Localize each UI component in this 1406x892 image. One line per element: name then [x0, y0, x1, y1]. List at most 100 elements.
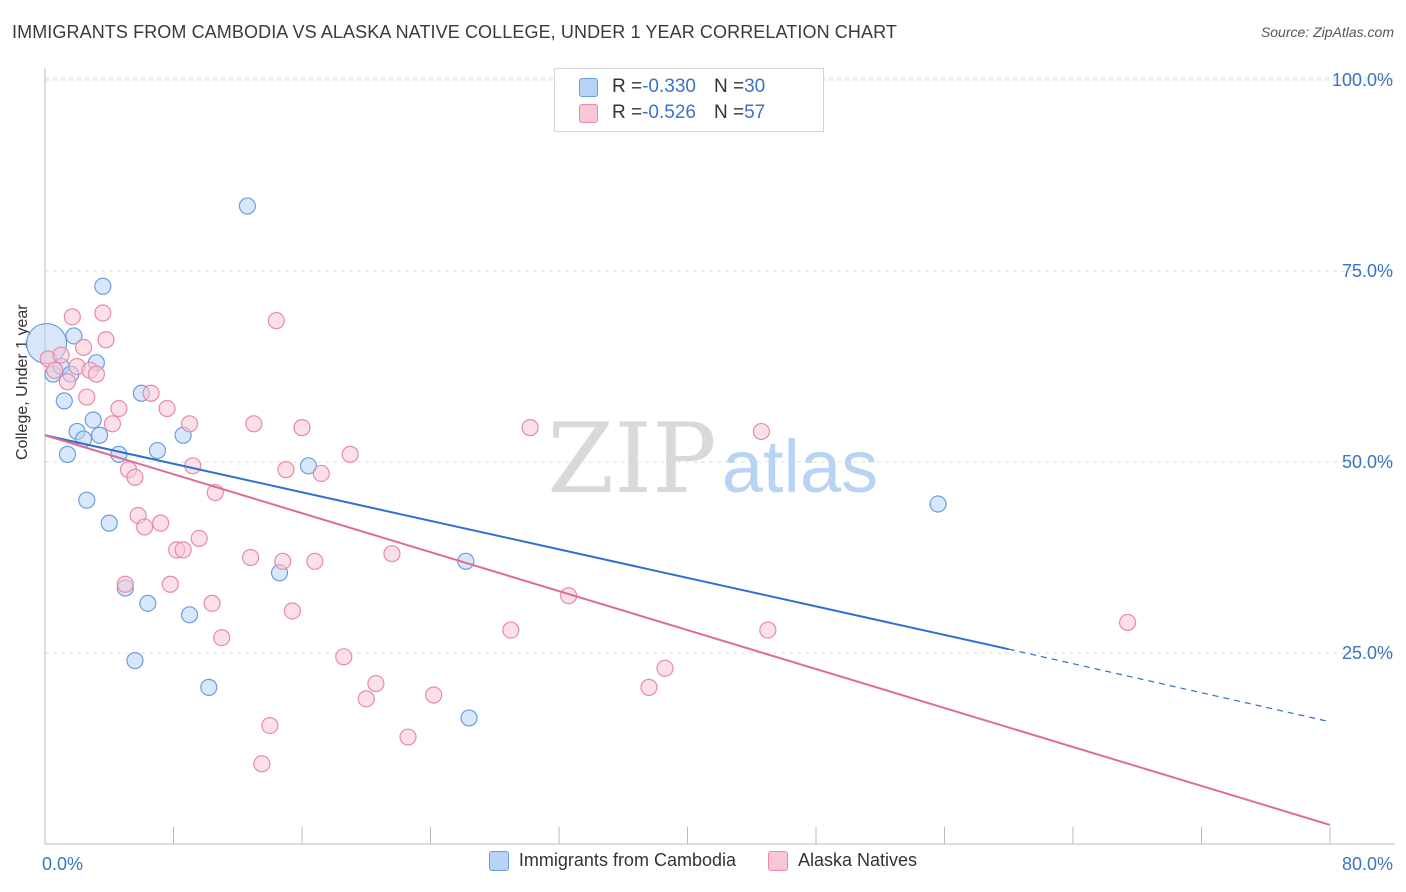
- alaska-point: [74, 338, 93, 356]
- alaska-point: [640, 678, 658, 696]
- cambodia-point: [200, 678, 218, 696]
- alaska-point: [1119, 613, 1137, 632]
- x-tick-label: 0.0%: [42, 854, 83, 874]
- alaska-point: [174, 541, 192, 559]
- source-label: Source: ZipAtlas.com: [1260, 24, 1394, 40]
- cambodia-point: [299, 457, 318, 475]
- alaska-point: [502, 621, 520, 639]
- alaska-point: [110, 399, 128, 418]
- alaska-point: [135, 518, 154, 536]
- grid-lines: [45, 77, 1395, 654]
- y-tick-label: 100.0%: [1332, 70, 1393, 90]
- alaska-point: [158, 399, 176, 418]
- zipatlas-watermark: ZIP atlas: [547, 403, 878, 515]
- alaska-point: [180, 415, 199, 433]
- cambodia-trend-line: [44, 434, 1009, 651]
- alaska-point: [116, 575, 134, 593]
- legend-label: Alaska Natives: [798, 850, 918, 870]
- chart-title: IMMIGRANTS FROM CAMBODIA VS ALASKA NATIV…: [12, 22, 897, 42]
- alaska-point: [277, 461, 295, 479]
- alaska-point: [306, 552, 324, 570]
- y-tick-label: 75.0%: [1342, 261, 1393, 281]
- cambodia-point: [238, 197, 256, 215]
- watermark-atlas: atlas: [722, 425, 878, 508]
- series-legend: Immigrants from Cambodia Alaska Natives: [0, 850, 1406, 871]
- alaska-point: [190, 529, 208, 548]
- cambodia-trend-extension: [1008, 648, 1331, 723]
- alaska-point: [161, 575, 179, 593]
- cambodia-swatch: [579, 77, 598, 97]
- n-value: 57: [744, 102, 766, 123]
- alaska-swatch: [579, 103, 598, 123]
- alaska-point: [383, 545, 401, 563]
- alaska-point: [274, 552, 292, 570]
- alaska-point: [103, 415, 122, 433]
- alaska-point: [425, 686, 443, 704]
- alaska-point: [253, 755, 271, 773]
- y-tick-label: 25.0%: [1342, 643, 1393, 663]
- cambodia-point: [91, 426, 109, 444]
- cambodia-point: [460, 709, 478, 727]
- r-value: -0.526: [642, 102, 696, 123]
- alaska-point: [367, 674, 385, 693]
- cambodia-point: [148, 441, 167, 460]
- alaska-point: [261, 716, 279, 735]
- cambodia-point: [180, 606, 199, 624]
- alaska-point: [521, 419, 539, 437]
- cambodia-point: [84, 411, 102, 429]
- alaska-point: [46, 361, 64, 379]
- alaska-point: [58, 373, 77, 391]
- alaska-point: [213, 629, 231, 647]
- cambodia-swatch: [488, 850, 509, 871]
- cambodia-point: [78, 491, 96, 509]
- r-value: -0.330: [642, 76, 696, 97]
- alaska-point: [78, 388, 96, 406]
- alaska-trend-line: [44, 434, 1331, 826]
- alaska-point: [94, 304, 112, 322]
- alaska-point: [87, 365, 106, 383]
- tick-labels: 25.0% 50.0% 75.0% 100.0% 0.0% 80.0%: [42, 70, 1393, 874]
- cambodia-point: [58, 445, 77, 463]
- alaska-point: [52, 346, 70, 364]
- n-label: N =: [713, 76, 745, 97]
- alaska-point: [293, 419, 311, 437]
- cambodia-point: [929, 495, 947, 513]
- legend-label: Immigrants from Cambodia: [518, 850, 736, 870]
- cambodia-point: [126, 652, 144, 670]
- alaska-point: [63, 308, 81, 326]
- alaska-point: [341, 445, 359, 463]
- alaska-swatch: [768, 850, 788, 871]
- alaska-point: [752, 422, 770, 441]
- watermark-zip: ZIP: [547, 403, 716, 515]
- cambodia-point: [100, 514, 118, 532]
- cambodia-point: [55, 392, 73, 410]
- alaska-point: [759, 621, 777, 639]
- r-label: R =: [612, 76, 643, 97]
- r-label: R =: [612, 102, 643, 123]
- axes: [44, 68, 1395, 845]
- alaska-point: [242, 548, 260, 567]
- legend-row-cambodia: R = -0.330 N = 30: [579, 75, 765, 99]
- alaska-point: [357, 690, 375, 708]
- alaska-point: [152, 514, 170, 532]
- alaska-point: [656, 659, 674, 677]
- alaska-point: [245, 415, 263, 433]
- legend-row-alaska: R = -0.526 N = 57: [579, 101, 765, 125]
- legend-item-cambodia[interactable]: Immigrants from Cambodia: [488, 850, 736, 871]
- cambodia-point: [65, 327, 83, 345]
- alaska-point: [399, 728, 417, 746]
- alaska-point: [335, 648, 353, 666]
- correlation-legend: R = -0.330 N = 30 R = -0.526 N = 57: [554, 68, 824, 132]
- cambodia-point: [94, 277, 112, 295]
- alaska-point: [203, 594, 221, 612]
- alaska-point: [283, 602, 301, 620]
- y-tick-label: 50.0%: [1342, 452, 1393, 472]
- alaska-point: [97, 331, 115, 349]
- x-tick-label: 80.0%: [1342, 854, 1393, 874]
- n-value: 30: [744, 76, 766, 97]
- n-label: N =: [713, 102, 745, 123]
- alaska-point: [142, 384, 160, 402]
- cambodia-point: [139, 594, 157, 612]
- legend-item-alaska[interactable]: Alaska Natives: [768, 850, 917, 871]
